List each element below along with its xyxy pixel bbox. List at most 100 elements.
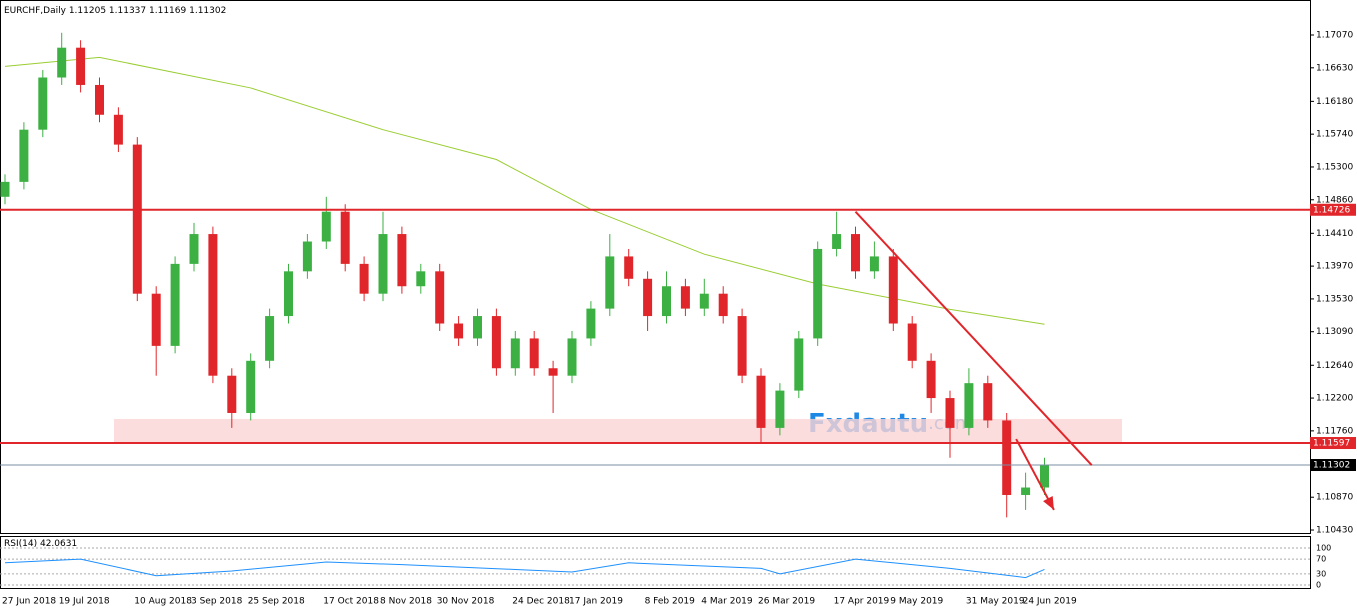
candle-body — [699, 293, 709, 309]
candle-body — [567, 338, 577, 376]
x-tick-label: 9 May 2019 — [890, 597, 943, 607]
x-tick-label: 27 Jun 2018 — [2, 597, 56, 607]
candle-body — [95, 84, 104, 115]
x-tick-label: 24 Jun 2019 — [1023, 597, 1077, 607]
x-tick-label: 17 Jan 2019 — [569, 597, 623, 607]
rsi-tick-label: 30 — [1316, 569, 1326, 578]
level-label: 1.14726 — [1313, 205, 1350, 215]
level-tag — [1310, 203, 1356, 216]
y-tick-label: 1.13090 — [1316, 327, 1353, 337]
ohlc: 1.11169 — [149, 6, 186, 16]
candle-body — [227, 375, 237, 413]
candle-body — [435, 271, 445, 324]
arrow — [1015, 438, 1055, 511]
header: EURCHF,Daily 1.11205 1.11337 1.11169 1.1… — [4, 6, 226, 16]
y-tick-label: 1.10870 — [1316, 493, 1353, 503]
x-tick-label: 8 Feb 2019 — [645, 597, 696, 607]
x-tick-label: 4 Mar 2019 — [701, 597, 753, 607]
y-tick-label: 1.13970 — [1316, 262, 1353, 272]
current-price-label: 1.11302 — [1313, 461, 1350, 471]
candle-body — [302, 241, 312, 272]
rsi-tick-label: 0 — [1316, 581, 1321, 590]
candle-body — [548, 368, 558, 376]
y-tick-label: 1.12640 — [1316, 361, 1353, 371]
candle-body — [737, 316, 747, 376]
x-tick-label: 25 Sep 2018 — [248, 597, 305, 607]
candle-body — [1040, 465, 1049, 488]
candle-body — [926, 360, 936, 399]
candle-body — [680, 286, 690, 309]
candle-body — [1021, 487, 1031, 495]
x-tick-label: 17 Apr 2019 — [834, 597, 890, 607]
candle-body — [983, 383, 993, 421]
y-tick-label: 1.17070 — [1316, 31, 1353, 41]
y-tick-label: 1.11760 — [1316, 426, 1353, 436]
candle-body — [321, 211, 331, 242]
candle-body — [756, 375, 766, 428]
current-price-tag — [1310, 459, 1356, 472]
rsi-value: 42.0631 — [40, 539, 77, 549]
candle-body — [832, 234, 842, 249]
candle-body — [57, 47, 67, 78]
trendline — [854, 211, 1093, 466]
candle-body — [151, 293, 161, 346]
x-tick-label: 3 Sep 2018 — [191, 597, 243, 607]
price-pane — [0, 0, 1311, 534]
rsi-tick-label: 100 — [1316, 544, 1331, 553]
x-tick-label: 30 Nov 2018 — [437, 597, 495, 607]
x-tick-label: 26 Mar 2019 — [758, 597, 815, 607]
y-tick-label: 1.16180 — [1316, 97, 1353, 107]
y-tick-label: 1.15740 — [1316, 130, 1353, 140]
candle-body — [378, 234, 388, 294]
candle-body — [284, 271, 293, 317]
candle-body — [529, 338, 539, 369]
candle-body — [38, 77, 48, 130]
rsi-pane — [0, 536, 1311, 589]
candle-body — [76, 47, 86, 85]
y-tick-label: 1.13530 — [1316, 294, 1353, 304]
rsi-header: RSI(14) 42.0631 — [4, 539, 77, 549]
candle-body — [794, 338, 804, 391]
candle-body — [1002, 420, 1012, 495]
candle-body — [586, 308, 596, 339]
candle-body — [775, 390, 785, 428]
candle-body — [888, 256, 898, 324]
candle-body — [246, 360, 256, 413]
x-tick-label: 10 Aug 2018 — [134, 597, 192, 607]
candle-body — [964, 383, 974, 428]
candle-body — [907, 323, 917, 361]
y-tick-label: 1.10430 — [1316, 526, 1353, 536]
ohlc: 1.11302 — [189, 6, 226, 16]
candle-body — [718, 293, 728, 317]
candle-body — [416, 271, 426, 287]
y-tick-label: 1.14410 — [1316, 229, 1353, 239]
x-tick-label: 31 May 2019 — [966, 597, 1025, 607]
candle-body — [491, 316, 501, 369]
rsi-line — [4, 558, 1045, 579]
x-tick-label: 8 Nov 2018 — [380, 597, 432, 607]
candle-body — [869, 256, 879, 272]
candle-body — [662, 286, 671, 317]
moving-average — [4, 56, 1045, 325]
y-tick-label: 1.16630 — [1316, 63, 1353, 73]
candle-body — [19, 129, 29, 182]
candle-body — [170, 263, 180, 346]
candle-body — [605, 256, 615, 309]
symbol: EURCHF,Daily — [4, 6, 67, 16]
candle-body — [397, 234, 407, 287]
arrow-head — [1043, 495, 1054, 510]
candle-body — [454, 323, 464, 339]
candle-body — [624, 256, 634, 279]
x-tick-label: 19 Jul 2018 — [59, 597, 110, 607]
y-tick-label: 1.14860 — [1316, 195, 1353, 205]
y-tick-label: 1.12200 — [1316, 394, 1353, 404]
rsi-title: RSI(14) — [4, 539, 37, 549]
x-tick-label: 24 Dec 2018 — [512, 597, 570, 607]
candle-body — [510, 338, 520, 369]
candle-body — [340, 211, 350, 264]
candle-body — [359, 263, 369, 294]
ohlc: 1.11337 — [109, 6, 146, 16]
x-tick-label: 17 Oct 2018 — [323, 597, 379, 607]
candle-body — [132, 144, 142, 294]
